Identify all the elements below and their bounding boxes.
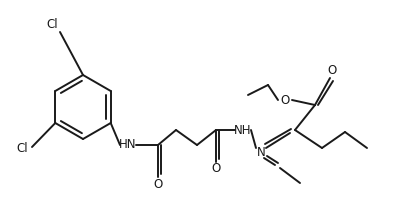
Text: O: O (280, 94, 290, 106)
Text: NH: NH (234, 124, 252, 136)
Text: Cl: Cl (46, 18, 58, 30)
Text: O: O (153, 178, 163, 191)
Text: HN: HN (119, 138, 137, 152)
Text: N: N (256, 147, 265, 159)
Text: Cl: Cl (16, 143, 28, 155)
Text: O: O (211, 162, 221, 175)
Text: O: O (328, 65, 337, 78)
